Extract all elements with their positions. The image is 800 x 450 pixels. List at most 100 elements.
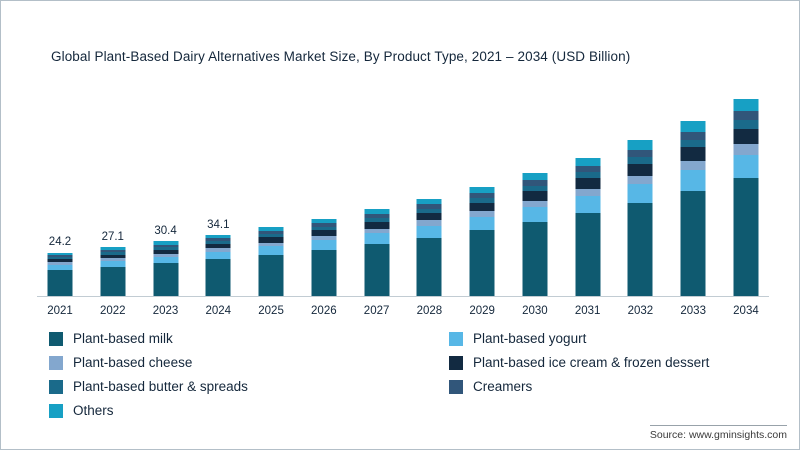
legend-item: Creamers: [449, 379, 709, 394]
legend-label: Plant-based yogurt: [473, 331, 587, 346]
bar-segment: [100, 254, 126, 259]
stacked-bar: [364, 208, 390, 296]
bar-segment: [575, 196, 601, 213]
bar-column: [301, 71, 347, 296]
bar-segment: [522, 222, 548, 296]
bar-segment: [364, 243, 390, 296]
source-text: Source: www.gminsights.com: [649, 425, 787, 441]
bar-segment: [364, 233, 390, 244]
bar-segment: [733, 120, 759, 129]
bar-segment: [680, 147, 706, 161]
legend-label: Creamers: [473, 379, 533, 394]
bar-segment: [205, 248, 231, 252]
stacked-bar: [258, 227, 284, 296]
bar-column: [512, 71, 558, 296]
bar-segment: [416, 225, 442, 238]
bar-segment: [416, 204, 442, 209]
bar-segment: [153, 247, 179, 250]
x-axis-tick-label: 2024: [205, 305, 232, 317]
bar-segment: [680, 121, 706, 132]
bar-segment: [100, 252, 126, 255]
bar-segment: [522, 180, 548, 186]
bar-segment: [680, 191, 706, 296]
bar-segment: [522, 200, 548, 208]
bar-segment: [733, 99, 759, 112]
x-axis-tick-label: 2026: [311, 305, 337, 317]
stacked-bar: [100, 247, 126, 296]
stacked-bar: [47, 252, 73, 296]
bar-segment: [205, 259, 231, 296]
stacked-bar: [469, 186, 495, 296]
x-axis-tick-label: 2021: [47, 305, 73, 317]
x-axis-tick-label: 2027: [363, 305, 390, 317]
legend-item: Plant-based milk: [49, 331, 449, 346]
bar-segment: [469, 198, 495, 204]
bar-segment: [258, 227, 284, 232]
bar-segment: [205, 234, 231, 239]
bar-value-label: 24.2: [48, 236, 72, 249]
bar-segment: [680, 131, 706, 140]
x-axis-tick-label: 2029: [469, 305, 495, 317]
bar-column: [565, 71, 611, 296]
bar-segment: [575, 178, 601, 189]
bar-segment: [522, 191, 548, 201]
chart-title: Global Plant-Based Dairy Alternatives Ma…: [51, 49, 631, 64]
bar-segment: [311, 226, 337, 231]
bar-segment: [153, 263, 179, 296]
bar-segment: [469, 230, 495, 296]
bar-segment: [311, 218, 337, 224]
bar-segment: [258, 237, 284, 243]
bar-column: 34.1: [195, 71, 241, 296]
bar-segment: [575, 213, 601, 296]
x-axis-tick-label: 2034: [733, 305, 759, 317]
x-axis-tick-label: 2033: [680, 305, 706, 317]
legend-swatch: [49, 379, 63, 394]
bar-segment: [627, 184, 653, 203]
legend-label: Plant-based cheese: [73, 355, 193, 370]
bar-segment: [364, 218, 390, 223]
bar-segment: [205, 251, 231, 260]
bar-segment: [627, 175, 653, 185]
bar-segment: [733, 154, 759, 179]
bar-column: 24.2: [37, 71, 83, 296]
bar-segment: [205, 238, 231, 241]
bar-segment: [416, 220, 442, 226]
bar-column: [617, 71, 663, 296]
bar-value-label: 27.1: [101, 231, 124, 244]
legend-label: Others: [73, 403, 114, 418]
bar-segment: [153, 244, 179, 248]
legend-swatch: [49, 403, 63, 418]
x-axis-tick-label: 2022: [99, 305, 126, 317]
bar-segment: [364, 214, 390, 219]
bar-segment: [47, 257, 73, 260]
bar-segment: [100, 260, 126, 267]
x-axis-tick-label: 2025: [258, 305, 284, 317]
bar-column: [406, 71, 452, 296]
bar-segment: [47, 259, 73, 263]
bar-segment: [627, 149, 653, 157]
stacked-bar: [680, 121, 706, 296]
stacked-bar: [522, 172, 548, 296]
bar-segment: [47, 269, 73, 296]
legend-label: Plant-based milk: [73, 331, 173, 346]
x-axis-tick-label: 2028: [416, 305, 443, 317]
bar-segment: [733, 143, 759, 155]
bar-segment: [258, 242, 284, 247]
bar-segment: [469, 211, 495, 218]
bar-segment: [311, 240, 337, 250]
bar-column: [670, 71, 716, 296]
stacked-bar: [416, 198, 442, 296]
x-axis-tick-label: 2023: [152, 305, 179, 317]
bar-segment: [733, 111, 759, 121]
plot-area: 24.2 27.1 30.4 34.1: [37, 71, 769, 297]
bar-value-label: 30.4: [154, 225, 177, 238]
bar-segment: [153, 256, 179, 264]
legend-item: Plant-based yogurt: [449, 331, 709, 346]
legend-swatch: [49, 355, 63, 370]
bar-segment: [100, 266, 126, 296]
bar-segment: [575, 157, 601, 166]
bar-segment: [364, 222, 390, 229]
bar-segment: [47, 252, 73, 256]
legend-swatch: [449, 331, 463, 346]
